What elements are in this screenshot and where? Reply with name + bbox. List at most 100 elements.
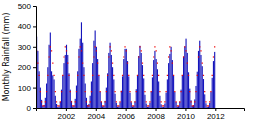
line-segment bbox=[179, 101, 180, 102]
bar bbox=[166, 93, 167, 108]
bar bbox=[163, 107, 164, 108]
line-segment bbox=[205, 101, 206, 102]
line-segment bbox=[68, 75, 69, 76]
bar bbox=[100, 92, 101, 108]
x-axis-line bbox=[37, 109, 245, 112]
line-segment bbox=[52, 63, 53, 64]
bar bbox=[46, 84, 47, 108]
line-segment bbox=[42, 105, 43, 106]
line-segment bbox=[187, 63, 188, 64]
line-segment bbox=[195, 91, 196, 92]
bar bbox=[137, 75, 138, 108]
bar bbox=[195, 86, 196, 108]
bar bbox=[42, 106, 43, 108]
bar bbox=[126, 49, 127, 108]
bar bbox=[190, 100, 191, 108]
line-segment bbox=[189, 91, 190, 92]
line-segment bbox=[48, 56, 49, 57]
bar bbox=[174, 92, 175, 108]
bar bbox=[41, 100, 42, 108]
tick-label: 2012 bbox=[207, 112, 225, 121]
line-segment bbox=[101, 101, 102, 102]
line-segment bbox=[117, 105, 118, 106]
bar bbox=[105, 101, 106, 108]
tick-mark bbox=[215, 108, 216, 111]
line-segment bbox=[143, 75, 144, 76]
y-axis: 0100200300400500 bbox=[18, 2, 37, 113]
line-segment bbox=[208, 105, 209, 106]
bar bbox=[144, 95, 145, 108]
bar bbox=[110, 43, 111, 108]
bar bbox=[168, 63, 169, 108]
line-segment bbox=[199, 46, 200, 47]
line-segment bbox=[172, 63, 173, 64]
line-segment bbox=[97, 63, 98, 64]
line-segment bbox=[194, 101, 195, 102]
line-segment bbox=[104, 101, 105, 102]
line-segment bbox=[75, 101, 76, 102]
bar bbox=[209, 103, 210, 108]
line-segment bbox=[152, 75, 153, 76]
bar bbox=[203, 79, 204, 108]
bar bbox=[58, 106, 59, 108]
bar bbox=[76, 86, 77, 108]
line-segment bbox=[126, 50, 127, 51]
bar bbox=[112, 67, 113, 108]
line-segment bbox=[37, 63, 38, 64]
bar bbox=[66, 45, 67, 108]
bar bbox=[151, 92, 152, 108]
bar bbox=[78, 49, 79, 108]
bar bbox=[72, 106, 73, 108]
line-segment bbox=[66, 50, 67, 51]
line-segment bbox=[46, 91, 47, 92]
bar bbox=[108, 53, 109, 108]
bar bbox=[121, 91, 122, 108]
line-segment bbox=[108, 56, 109, 57]
line-segment bbox=[100, 91, 101, 92]
line-segment bbox=[174, 91, 175, 92]
bar bbox=[106, 88, 107, 108]
line-segment bbox=[61, 91, 62, 92]
bar bbox=[146, 104, 147, 108]
bar bbox=[172, 60, 173, 108]
bar bbox=[134, 101, 135, 108]
line-segment bbox=[184, 46, 185, 47]
line-segment bbox=[138, 56, 139, 57]
line-segment bbox=[107, 75, 108, 76]
line-segment bbox=[47, 75, 48, 76]
tick: 2010 bbox=[177, 108, 195, 121]
bar bbox=[51, 71, 52, 108]
bar bbox=[56, 104, 57, 108]
bar bbox=[37, 51, 38, 108]
tick: 400 bbox=[18, 22, 36, 31]
tick-mark bbox=[33, 88, 36, 89]
bar bbox=[86, 98, 87, 108]
tick-label: 500 bbox=[18, 2, 32, 11]
line-segment bbox=[80, 46, 81, 47]
bar bbox=[161, 104, 162, 108]
bar bbox=[181, 90, 182, 108]
bar bbox=[98, 75, 99, 108]
bar bbox=[101, 102, 102, 108]
bar bbox=[119, 102, 120, 108]
line-segment bbox=[161, 101, 162, 102]
line-segment bbox=[113, 75, 114, 76]
line-segment bbox=[56, 101, 57, 102]
bar bbox=[139, 46, 140, 108]
bar bbox=[187, 53, 188, 108]
line-segment bbox=[103, 105, 104, 106]
line-segment bbox=[118, 105, 119, 106]
line-segment bbox=[158, 75, 159, 76]
tick-mark bbox=[33, 26, 36, 27]
line-segment bbox=[139, 46, 140, 47]
line-segment bbox=[73, 105, 74, 106]
line-segment bbox=[212, 75, 213, 76]
line-segment bbox=[204, 91, 205, 92]
line-segment bbox=[131, 101, 132, 102]
line-segment bbox=[121, 91, 122, 92]
line-segment bbox=[41, 101, 42, 102]
bar bbox=[117, 107, 118, 108]
bar bbox=[97, 59, 98, 108]
tick-mark bbox=[66, 108, 67, 111]
line-segment bbox=[178, 105, 179, 106]
